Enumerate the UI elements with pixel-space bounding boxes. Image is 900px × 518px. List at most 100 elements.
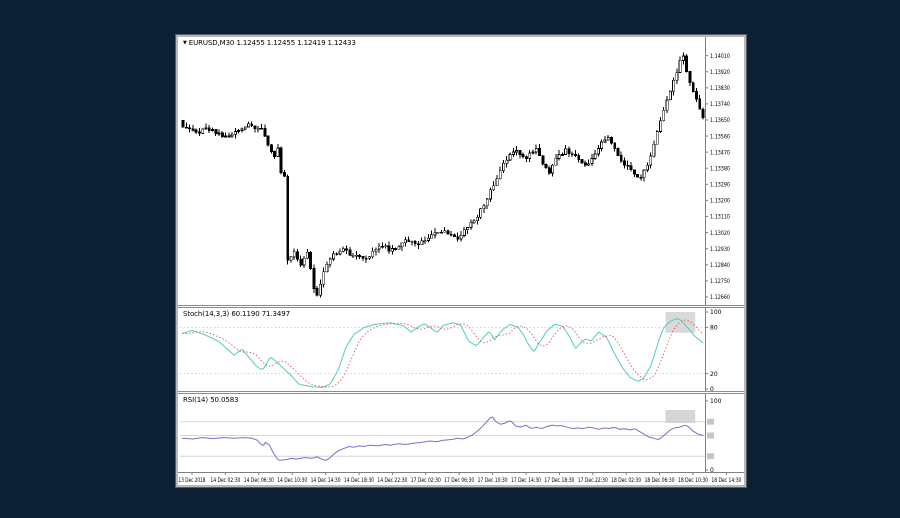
- candle: [665, 99, 669, 111]
- candle: [547, 167, 551, 174]
- time-axis-label: 14 Dec 06:30: [244, 477, 274, 484]
- rsi-level-handle[interactable]: [707, 453, 714, 460]
- candle: [613, 142, 617, 149]
- time-axis[interactable]: 13 Dec 2018 14 Dec 02:30 14 Dec 06:30 14 De…: [178, 472, 744, 485]
- rsi-panel-canvas[interactable]: [180, 394, 705, 471]
- candle: [325, 263, 329, 272]
- candle: [623, 160, 627, 166]
- candle: [449, 233, 453, 236]
- time-axis-label: 17 Dec 18:30: [544, 477, 574, 484]
- candle: [564, 148, 568, 155]
- dropdown-arrow-icon[interactable]: ▼: [183, 40, 187, 46]
- candle: [256, 127, 260, 130]
- candle: [230, 133, 234, 137]
- candle: [247, 123, 250, 128]
- candle: [283, 172, 286, 177]
- candle: [243, 126, 247, 130]
- candle: [345, 248, 349, 251]
- candle: [538, 148, 541, 157]
- candle: [263, 128, 267, 137]
- candle: [495, 178, 499, 187]
- candle: [420, 240, 424, 245]
- rsi-axis-label: 100: [710, 398, 722, 405]
- rsi-title-overlay: RSI(14) 50.0583: [183, 396, 239, 404]
- candle: [299, 258, 303, 266]
- candle: [678, 59, 682, 73]
- candle: [685, 55, 689, 72]
- price-axis-label: 1.13650: [710, 117, 730, 124]
- price-axis-label: 1.12930: [710, 246, 730, 253]
- panel-splitter[interactable]: [178, 305, 744, 308]
- price-axis-label: 1.13560: [710, 133, 730, 140]
- price-axis-label: 1.12660: [710, 294, 730, 301]
- chart-window[interactable]: ▼ EURUSD,M30 1.12455 1.12455 1.12419 1.12…: [175, 34, 747, 488]
- time-axis-label: 18 Dec 06:30: [645, 477, 675, 484]
- ohlc-values: 1.12455 1.12455 1.12419 1.12433: [236, 39, 356, 47]
- rsi-selection-highlight: [665, 410, 696, 423]
- candle: [554, 157, 558, 166]
- candle: [407, 239, 411, 242]
- candle: [456, 236, 460, 240]
- candle: [322, 271, 326, 285]
- price-axis-label: 1.13110: [710, 214, 730, 221]
- candle: [446, 230, 450, 235]
- panel-splitter[interactable]: [178, 391, 744, 394]
- candle: [531, 151, 535, 154]
- candle: [515, 150, 519, 153]
- time-axis-label: 18 Dec 10:30: [678, 477, 708, 484]
- time-axis-label: 14 Dec 02:30: [210, 477, 240, 484]
- candle: [485, 198, 489, 207]
- candle: [371, 250, 375, 258]
- price-axis-label: 1.13920: [710, 69, 730, 76]
- candle: [482, 205, 486, 210]
- candle: [528, 152, 532, 159]
- candle: [505, 159, 509, 164]
- price-axis-label: 1.13470: [710, 149, 730, 156]
- chart-title-overlay: ▼ EURUSD,M30 1.12455 1.12455 1.12419 1.12…: [183, 39, 356, 47]
- candle: [570, 153, 574, 156]
- price-axis-label: 1.13380: [710, 165, 730, 172]
- time-axis-label: 17 Dec 02:30: [411, 477, 441, 484]
- candle: [191, 128, 195, 131]
- candle: [629, 165, 633, 171]
- rsi-level-handle[interactable]: [707, 418, 714, 425]
- candle: [207, 127, 211, 131]
- time-axis-label: 17 Dec 06:30: [444, 477, 474, 484]
- candle: [518, 150, 522, 155]
- candle: [443, 230, 447, 233]
- rsi-indicator-value: 50.0583: [210, 396, 239, 404]
- candle: [413, 240, 417, 245]
- price-axis-label: 1.13020: [710, 230, 730, 237]
- candle: [338, 250, 342, 255]
- candle: [309, 252, 313, 269]
- candle: [616, 148, 620, 156]
- candle: [567, 148, 571, 155]
- candle: [404, 239, 407, 244]
- stochastic-panel-canvas[interactable]: [180, 308, 705, 391]
- candle: [475, 216, 479, 222]
- candle: [351, 254, 355, 257]
- time-axis-label: 14 Dec 14:30: [311, 477, 341, 484]
- candle: [305, 252, 309, 259]
- price-axis-label: 1.14010: [710, 53, 730, 60]
- candle: [639, 176, 643, 179]
- candle: [397, 246, 401, 250]
- price-chart-canvas[interactable]: [180, 39, 705, 305]
- candle: [217, 132, 221, 135]
- time-axis-label: 18 Dec 02:30: [611, 477, 641, 484]
- rsi-level-handle[interactable]: [707, 432, 714, 439]
- candle: [541, 155, 545, 165]
- price-axis[interactable]: 1.14010 1.13920 1.13830 1.13740 1.13650 1.135…: [705, 37, 744, 485]
- candle: [302, 257, 306, 266]
- candle: [384, 245, 388, 248]
- candle: [387, 245, 391, 252]
- candle: [606, 137, 610, 141]
- candle: [521, 154, 525, 158]
- candle: [610, 137, 613, 144]
- time-axis-label: 14 Dec 22:30: [377, 477, 407, 484]
- candle: [335, 253, 339, 256]
- candle: [348, 249, 352, 256]
- candle: [502, 162, 506, 172]
- candle: [417, 243, 420, 246]
